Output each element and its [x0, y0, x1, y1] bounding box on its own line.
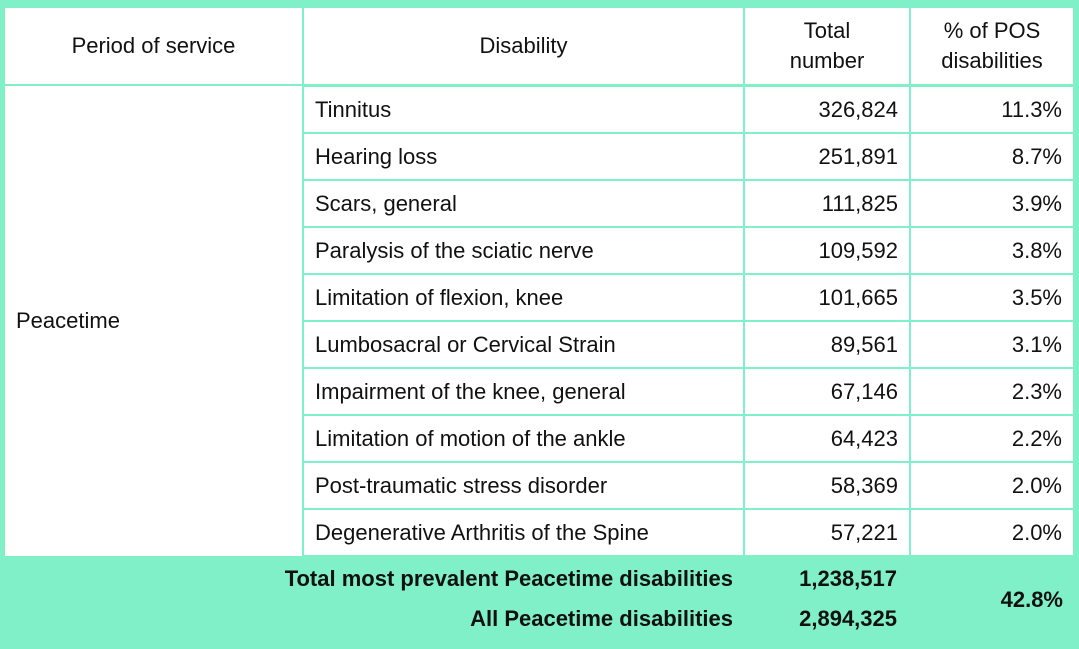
body-cell: Post-traumatic stress disorder: [304, 463, 743, 508]
body-cell: Limitation of flexion, knee: [304, 275, 743, 320]
percent: 2.3%: [1011, 378, 1062, 404]
body-cell: 8.7%: [911, 134, 1073, 179]
total-number: 58,369: [830, 472, 898, 498]
disability-name: Hearing loss: [315, 143, 438, 169]
disability-name: Impairment of the knee, general: [315, 378, 626, 404]
percent: 3.1%: [1011, 331, 1062, 357]
body-cell: Limitation of motion of the ankle: [304, 416, 743, 461]
body-cell: 326,824: [745, 87, 909, 132]
total-number: 67,146: [830, 378, 898, 404]
body-cell: Tinnitus: [304, 87, 743, 132]
body-cell: 2.2%: [911, 416, 1073, 461]
percent: 3.5%: [1011, 284, 1062, 310]
body-cell: 2.3%: [911, 369, 1073, 414]
period-cell: Peacetime: [5, 86, 302, 556]
body-cell: Lumbosacral or Cervical Strain: [304, 322, 743, 367]
body-cell: 3.8%: [911, 228, 1073, 273]
disability-name: Degenerative Arthritis of the Spine: [315, 519, 649, 545]
header-cell: Total number: [745, 8, 909, 84]
footer-all-value: 2,894,325: [799, 606, 897, 631]
total-number: 89,561: [830, 331, 898, 357]
body-cell: 101,665: [745, 275, 909, 320]
disability-name: Lumbosacral or Cervical Strain: [315, 331, 616, 357]
percent: 3.9%: [1011, 190, 1062, 216]
body-cell: Scars, general: [304, 181, 743, 226]
total-number: 251,891: [818, 143, 898, 169]
body-cell: Degenerative Arthritis of the Spine: [304, 510, 743, 555]
total-number: 111,825: [821, 190, 898, 216]
body-cell: 251,891: [745, 134, 909, 179]
body-cell: 67,146: [745, 369, 909, 414]
total-number: 64,423: [830, 425, 898, 451]
footer-total-value: 1,238,517: [799, 566, 897, 591]
body-cell: Hearing loss: [304, 134, 743, 179]
disability-name: Paralysis of the sciatic nerve: [315, 237, 594, 263]
body-cell: 3.1%: [911, 322, 1073, 367]
body-cell: 11.3%: [911, 87, 1073, 132]
percent: 8.7%: [1011, 143, 1062, 169]
disability-name: Scars, general: [315, 190, 457, 216]
disability-name: Limitation of flexion, knee: [315, 284, 564, 310]
total-number: 109,592: [818, 237, 898, 263]
body-cell: 89,561: [745, 322, 909, 367]
total-number: 57,221: [830, 519, 898, 545]
header-cell: Period of service: [5, 8, 302, 84]
total-number: 326,824: [818, 96, 898, 122]
footer-total-label: Total most prevalent Peacetime disabilit…: [284, 566, 733, 591]
percent: 11.3%: [1001, 96, 1062, 122]
percent: 2.2%: [1011, 425, 1062, 451]
body-cell: 58,369: [745, 463, 909, 508]
body-cell: 3.5%: [911, 275, 1073, 320]
header-text: % of POS disabilities: [941, 18, 1043, 73]
disability-name: Tinnitus: [315, 96, 392, 122]
body-cell: 2.0%: [911, 510, 1073, 555]
disability-name: Limitation of motion of the ankle: [315, 425, 626, 451]
body-cell: 3.9%: [911, 181, 1073, 226]
disability-name: Post-traumatic stress disorder: [315, 472, 608, 498]
header-cell: Disability: [304, 8, 743, 84]
percent: 3.8%: [1011, 237, 1062, 263]
body-cell: 57,221: [745, 510, 909, 555]
footer-percent: 42.8%: [1000, 587, 1063, 612]
footer-all-label: All Peacetime disabilities: [470, 606, 733, 631]
body-cell: 2.0%: [911, 463, 1073, 508]
percent: 2.0%: [1011, 519, 1062, 545]
body-cell: 109,592: [745, 228, 909, 273]
body-cell: Paralysis of the sciatic nerve: [304, 228, 743, 273]
body-cell: Impairment of the knee, general: [304, 369, 743, 414]
percent: 2.0%: [1011, 472, 1062, 498]
header-cell: % of POS disabilities: [911, 8, 1073, 84]
header-text: Disability: [479, 33, 568, 58]
period-text: Peacetime: [16, 308, 120, 333]
header-text: Total number: [789, 18, 865, 73]
total-number: 101,665: [818, 284, 898, 310]
body-cell: 64,423: [745, 416, 909, 461]
header-text: Period of service: [71, 33, 236, 58]
body-cell: 111,825: [745, 181, 909, 226]
